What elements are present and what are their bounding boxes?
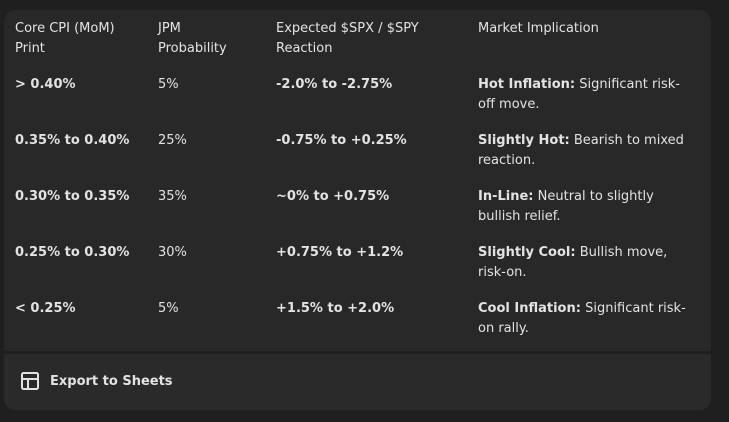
table-cell: < 0.25%	[15, 301, 76, 316]
table-cell: 0.25% to 0.30%	[15, 245, 130, 260]
implication-label: Cool Inflation:	[478, 301, 581, 316]
table-cell: ~0% to +0.75%	[276, 189, 390, 204]
implication-label: In-Line:	[478, 189, 534, 204]
header-cell: Core CPI (MoM) Print	[15, 21, 115, 56]
header-cell: Market Implication	[478, 21, 599, 36]
table-cell: Slightly Hot: Bearish to mixed reaction.	[478, 131, 693, 171]
table-card: Core CPI (MoM) Print JPM Probability Expec…	[4, 10, 711, 410]
header-cell: Expected $SPX / $SPY Reaction	[276, 21, 419, 56]
table-cell: -0.75% to +0.25%	[276, 133, 407, 148]
table-cell: 25%	[158, 133, 187, 148]
table-cell: +1.5% to +2.0%	[276, 301, 395, 316]
table-cell: 35%	[158, 189, 187, 204]
table-cell: +0.75% to +1.2%	[276, 245, 404, 260]
sheets-icon	[21, 372, 39, 390]
implication-label: Slightly Hot:	[478, 133, 570, 148]
implication-label: Slightly Cool:	[478, 245, 576, 260]
table-cell: 0.35% to 0.40%	[15, 133, 130, 148]
header-cell: JPM Probability	[158, 21, 227, 56]
table-cell: 0.30% to 0.35%	[15, 189, 130, 204]
table-footer: Export to Sheets	[4, 351, 711, 410]
export-button[interactable]: Export to Sheets	[20, 371, 173, 391]
table-cell: 5%	[158, 301, 179, 316]
implication-text: Bearish to mixed reaction.	[478, 133, 684, 168]
implication-label: Hot Inflation:	[478, 77, 576, 92]
table-cell: Slightly Cool: Bullish move, risk-on.	[478, 243, 693, 283]
table-cell: > 0.40%	[15, 77, 76, 92]
table-cell: Hot Inflation: Significant risk-off move…	[478, 75, 693, 115]
table-cell: In-Line: Neutral to slightly bullish rel…	[478, 187, 693, 227]
table: Core CPI (MoM) Print JPM Probability Expec…	[4, 10, 711, 347]
implication-text: Bullish move, risk-on.	[478, 245, 668, 280]
table-cell: 30%	[158, 245, 187, 260]
implication-text: Significant risk-on rally.	[478, 301, 686, 336]
table-cell: 5%	[158, 77, 179, 92]
export-label[interactable]: Export to Sheets	[50, 373, 173, 389]
table-cell: Cool Inflation: Significant risk-on rall…	[478, 299, 693, 339]
implication-text: Neutral to slightly bullish relief.	[478, 189, 654, 224]
implication-text: Significant risk-off move.	[478, 77, 680, 112]
table-cell: -2.0% to -2.75%	[276, 77, 393, 92]
